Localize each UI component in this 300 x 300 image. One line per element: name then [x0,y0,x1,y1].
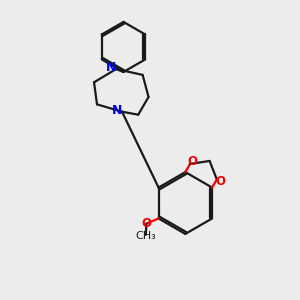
Text: O: O [141,217,151,230]
Text: O: O [215,175,225,188]
Text: O: O [187,155,197,168]
Text: N: N [106,61,116,74]
Text: CH₃: CH₃ [135,231,156,241]
Text: N: N [112,104,122,117]
